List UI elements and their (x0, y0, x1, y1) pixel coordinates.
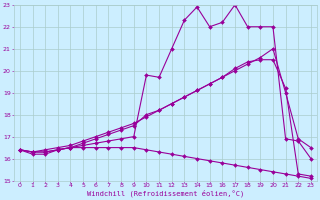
X-axis label: Windchill (Refroidissement éolien,°C): Windchill (Refroidissement éolien,°C) (87, 190, 244, 197)
